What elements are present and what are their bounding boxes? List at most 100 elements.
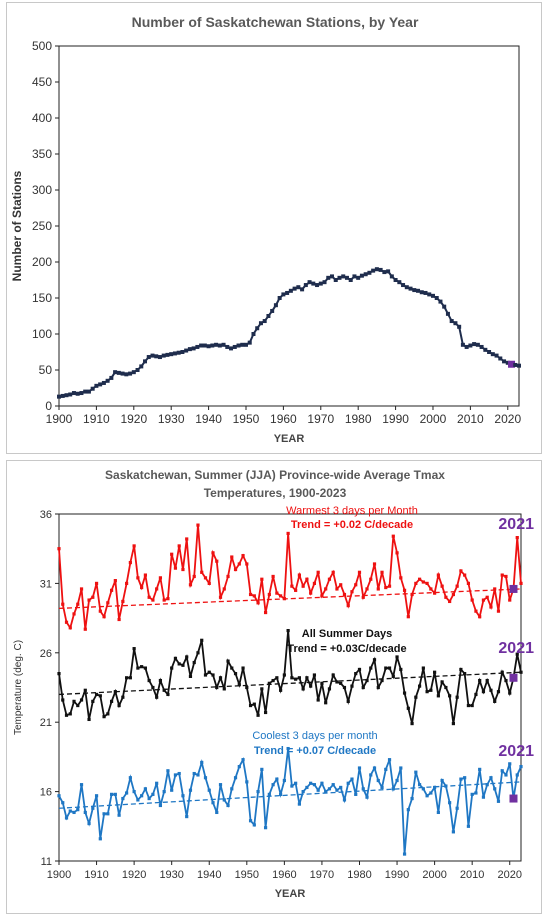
coolest-point	[185, 814, 189, 819]
stations-point	[427, 292, 432, 297]
warmest-point	[76, 602, 80, 606]
y-tick-label: 21	[40, 717, 52, 729]
warmest-point	[440, 584, 444, 588]
all-days-point	[316, 698, 320, 702]
warmest-point	[324, 587, 328, 591]
coolest-point	[170, 788, 174, 792]
all-days-point	[357, 667, 362, 672]
coolest-point	[346, 781, 350, 785]
all-days-point	[312, 673, 317, 677]
stations-point	[393, 278, 398, 282]
warmest-point	[425, 581, 429, 585]
stations-point	[307, 280, 312, 285]
stations-line	[58, 268, 520, 398]
all-days-point	[230, 666, 234, 670]
warmest-point	[170, 552, 174, 556]
all-days-point	[72, 699, 76, 703]
coolest-point	[504, 773, 508, 777]
warmest-point	[211, 551, 215, 555]
stations-point	[232, 344, 237, 349]
all-days-point	[233, 672, 238, 676]
coolest-point	[406, 808, 410, 812]
all-days-point	[203, 673, 208, 677]
all-days-point	[489, 688, 493, 692]
warmest-point	[372, 562, 377, 566]
warmest-point	[177, 544, 181, 548]
x-tick-label: 2010	[457, 412, 484, 426]
warmest-point	[294, 588, 298, 592]
coolest-point	[61, 801, 65, 805]
warmest-point	[504, 574, 508, 579]
all-days-point	[143, 666, 147, 670]
stations-point	[348, 278, 353, 282]
stations-point	[101, 380, 106, 385]
all-days-point	[339, 681, 343, 685]
warmest-point	[94, 581, 99, 585]
stations-point	[315, 283, 320, 288]
all-days-point	[252, 702, 256, 706]
warmest-point	[474, 609, 478, 613]
y-tick-label: 36	[40, 509, 52, 521]
all-days-point	[301, 687, 305, 691]
warmest-point	[121, 599, 125, 604]
coolest-point	[91, 806, 95, 810]
coolest-point	[166, 769, 170, 773]
warmest-point	[451, 592, 455, 597]
all-days-point	[61, 698, 65, 702]
warmest-point	[267, 592, 271, 597]
coolest-point	[305, 785, 309, 790]
coolest-point	[429, 791, 433, 795]
highlight-year-label: 2021	[498, 743, 534, 760]
warmest-point	[444, 595, 448, 599]
highlight-year-label: 2021	[498, 516, 534, 533]
all-days-point	[485, 678, 489, 683]
warmest-point	[241, 554, 245, 558]
stations-point	[247, 340, 252, 345]
stations-point	[337, 275, 342, 280]
warmest-point	[166, 597, 170, 601]
chart-title-line-1: Saskatchewan, Summer (JJA) Province-wide…	[105, 468, 445, 482]
coolest-point	[158, 803, 163, 808]
stations-point	[423, 290, 428, 295]
stations-point	[79, 391, 84, 396]
stations-point	[105, 378, 110, 383]
stations-point	[285, 290, 290, 295]
stations-point	[389, 274, 394, 279]
warmest-point	[128, 560, 132, 565]
warmest-point	[173, 566, 178, 570]
coolest-point	[162, 790, 166, 794]
coolest-point	[151, 792, 155, 796]
warmest-point	[256, 601, 260, 605]
warmest-point	[218, 595, 223, 599]
warmest-point	[279, 594, 283, 598]
stations-point	[386, 269, 391, 274]
coolest-point	[294, 781, 298, 785]
warmest-point	[485, 595, 489, 599]
stations-point	[281, 292, 286, 297]
stations-point	[57, 394, 61, 399]
warmest-series-label: Warmest 3 days per Month	[286, 505, 418, 517]
warmest-point	[478, 615, 482, 619]
all-days-point	[444, 685, 448, 690]
stations-point	[438, 299, 443, 304]
coolest-point	[357, 766, 362, 770]
stations-point	[404, 285, 409, 290]
all-days-point	[241, 666, 245, 670]
stations-point	[262, 319, 267, 324]
y-tick-label: 11	[41, 856, 52, 868]
coolest-point	[83, 810, 87, 815]
coolest-point	[324, 790, 328, 794]
coolest-point	[155, 781, 159, 785]
coolest-point	[275, 777, 279, 781]
stations-point	[195, 344, 200, 349]
stations-point	[445, 311, 450, 316]
warmest-point	[339, 583, 343, 587]
coolest-point	[215, 810, 219, 815]
coolest-point	[125, 791, 129, 795]
coolest-point	[350, 777, 354, 781]
all-days-point	[76, 703, 80, 708]
all-days-point	[57, 672, 61, 676]
x-tick-label: 1980	[345, 412, 372, 426]
stations-point	[344, 275, 349, 280]
warmest-point	[410, 592, 414, 597]
